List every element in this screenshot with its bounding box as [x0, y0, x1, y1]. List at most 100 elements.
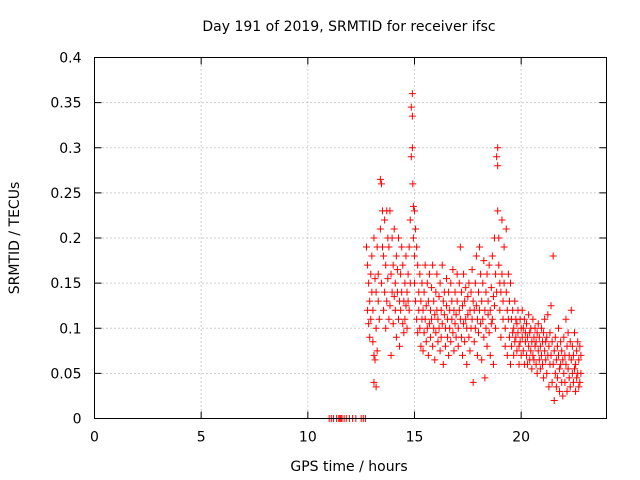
data-point	[412, 225, 420, 233]
data-point	[551, 369, 559, 377]
data-point	[428, 284, 436, 292]
data-point	[576, 342, 584, 350]
y-tick-label: 0	[73, 412, 82, 428]
data-point	[462, 315, 470, 323]
data-point	[532, 360, 540, 368]
data-point	[375, 315, 383, 323]
data-point	[478, 297, 486, 305]
data-point	[439, 297, 447, 305]
data-point	[566, 338, 574, 346]
data-point	[469, 378, 477, 386]
data-point	[487, 320, 495, 328]
data-point	[464, 311, 472, 319]
data-point	[369, 338, 377, 346]
data-point	[438, 320, 446, 328]
data-point	[513, 347, 521, 355]
data-point	[563, 387, 571, 395]
data-point	[377, 279, 385, 287]
data-point	[431, 311, 439, 319]
y-tick-label: 0.15	[50, 276, 81, 292]
data-point	[498, 216, 506, 224]
data-point	[552, 356, 560, 364]
data-point	[436, 279, 444, 287]
data-point	[387, 270, 395, 278]
data-point	[403, 288, 411, 296]
data-point	[368, 252, 376, 260]
data-point	[417, 342, 425, 350]
data-point	[430, 297, 438, 305]
data-point	[523, 320, 530, 328]
data-point	[553, 374, 561, 382]
data-point	[567, 306, 575, 314]
data-point	[533, 369, 541, 377]
data-point	[487, 284, 495, 292]
data-point	[505, 333, 513, 341]
data-point	[541, 347, 549, 355]
data-point	[406, 216, 414, 224]
data-point	[498, 270, 506, 278]
data-point	[482, 324, 490, 332]
data-point	[577, 369, 585, 377]
data-point	[419, 347, 427, 355]
data-point	[413, 243, 421, 251]
data-point	[543, 369, 551, 377]
data-point	[476, 243, 484, 251]
data-point	[447, 338, 455, 346]
data-point	[526, 329, 534, 337]
data-point	[568, 342, 576, 350]
data-point	[385, 315, 393, 323]
data-point	[534, 347, 542, 355]
data-point	[454, 324, 462, 332]
data-point	[471, 324, 479, 332]
data-point	[374, 270, 382, 278]
data-point	[484, 297, 492, 305]
x-axis-label: GPS time / hours	[290, 459, 407, 475]
data-point	[473, 351, 481, 359]
data-point	[454, 342, 462, 350]
data-point	[521, 338, 529, 346]
data-point	[546, 329, 554, 337]
data-point	[399, 320, 407, 328]
data-point	[402, 302, 410, 310]
x-tick-label: 15	[406, 430, 424, 446]
data-point	[434, 315, 442, 323]
data-point	[432, 288, 440, 296]
data-point	[379, 243, 386, 251]
data-point	[488, 315, 496, 323]
data-point	[460, 270, 468, 278]
data-point	[365, 320, 373, 328]
data-point	[549, 360, 557, 368]
data-point	[397, 270, 405, 278]
data-point	[439, 360, 447, 368]
data-point	[491, 302, 498, 310]
data-point	[371, 275, 379, 283]
data-point	[519, 324, 527, 332]
data-point	[387, 351, 395, 359]
data-point	[398, 243, 406, 251]
data-point	[421, 261, 429, 269]
data-point	[372, 324, 380, 332]
data-point	[461, 338, 469, 346]
data-point	[489, 293, 497, 301]
data-point	[411, 279, 418, 287]
data-point	[569, 378, 577, 386]
data-point	[436, 347, 444, 355]
data-point	[477, 270, 485, 278]
data-point	[504, 270, 512, 278]
data-point	[462, 284, 470, 292]
data-point	[453, 297, 461, 305]
data-point	[559, 356, 567, 364]
data-point	[510, 351, 518, 359]
data-point	[519, 347, 527, 355]
data-point	[478, 356, 486, 364]
data-point	[411, 252, 418, 260]
data-point	[560, 333, 568, 341]
data-point	[366, 297, 374, 305]
data-point	[535, 333, 543, 341]
data-point	[543, 333, 551, 341]
data-point	[403, 324, 411, 332]
data-point	[370, 378, 378, 386]
data-point	[496, 306, 504, 314]
data-point	[529, 351, 537, 359]
y-axis: 0 0.05 0.1 0.15 0.2 0.25 0.3 0.35 0.4	[50, 51, 607, 428]
